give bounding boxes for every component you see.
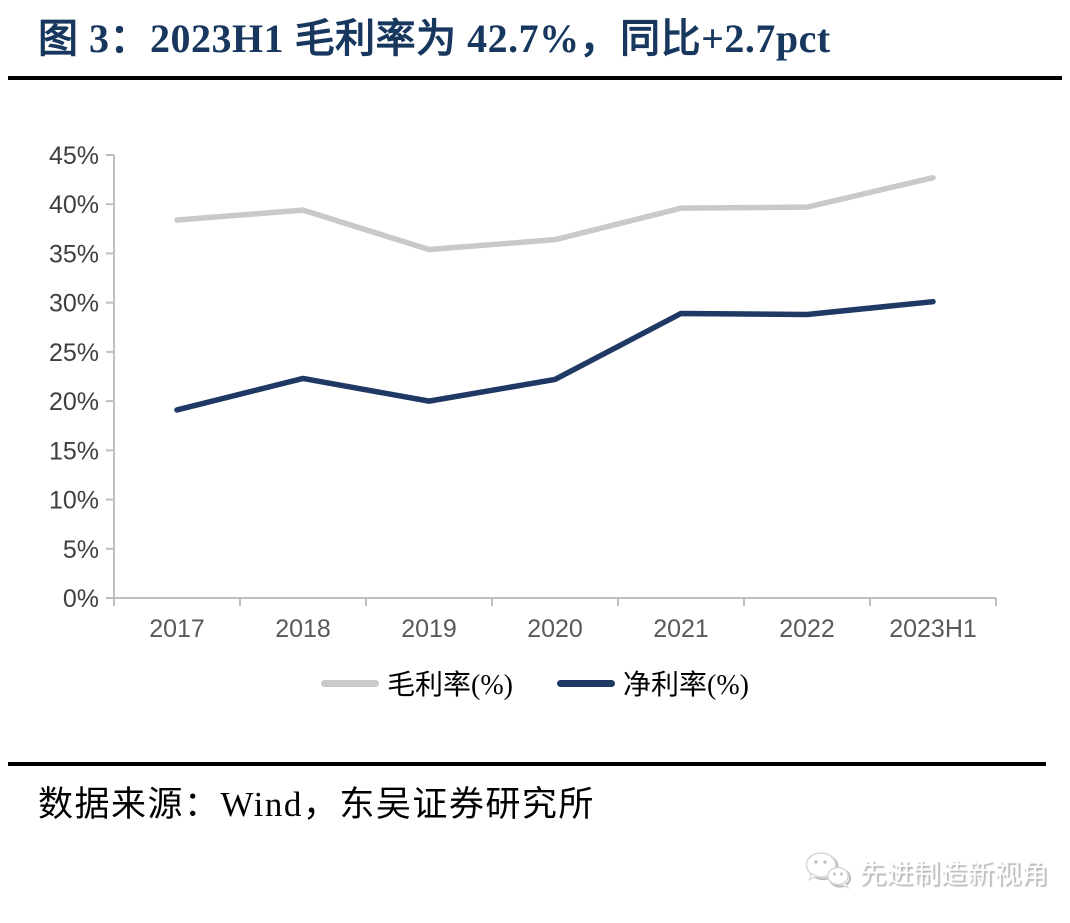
wechat-icon — [805, 852, 852, 890]
x-tick-label: 2019 — [401, 615, 457, 643]
series-line — [174, 174, 936, 253]
y-tick-label: 20% — [49, 388, 99, 416]
y-tick-label: 10% — [49, 487, 99, 515]
figure-title: 图 3：2023H1 毛利率为 42.7%，同比+2.7pct — [38, 16, 831, 61]
x-tick-label: 2018 — [275, 615, 331, 643]
x-tick-label: 2021 — [653, 615, 709, 643]
legend-swatch — [557, 679, 615, 687]
legend-item: 净利率(%) — [557, 663, 749, 703]
legend-label: 净利率(%) — [623, 670, 749, 701]
chart-legend: 毛利率(%) 净利率(%) — [0, 663, 1070, 703]
legend-item: 毛利率(%) — [321, 663, 513, 703]
watermark: 先进制造新视角 — [804, 850, 1048, 892]
y-tick-label: 45% — [49, 142, 99, 170]
data-source: 数据来源：Wind，东吴证券研究所 — [38, 785, 595, 824]
line-chart: 0% 5% 10% 15% 20% 25% 30% 35% 40% 45% 2017 2018 2019… — [49, 142, 997, 643]
legend-label: 毛利率(%) — [387, 670, 513, 701]
series-line — [174, 298, 936, 413]
watermark-text: 先进制造新视角 — [859, 858, 1048, 889]
y-tick-label: 30% — [49, 290, 99, 318]
title-divider — [8, 76, 1062, 80]
footer-divider — [8, 762, 1046, 766]
y-tick-label: 25% — [49, 339, 99, 367]
legend-swatch — [321, 679, 380, 687]
y-tick-label: 15% — [49, 437, 99, 465]
x-tick-label: 2017 — [149, 615, 205, 643]
chart-area: 0% 5% 10% 15% 20% 25% 30% 35% 40% 45% 2017 2018 2019… — [0, 120, 1070, 665]
y-tick-label: 5% — [63, 536, 99, 564]
y-tick-label: 0% — [63, 585, 99, 613]
x-tick-label: 2023H1 — [889, 615, 977, 643]
y-tick-label: 40% — [49, 191, 99, 219]
x-tick-label: 2022 — [779, 615, 835, 643]
y-tick-label: 35% — [49, 240, 99, 268]
x-tick-label: 2020 — [527, 615, 583, 643]
